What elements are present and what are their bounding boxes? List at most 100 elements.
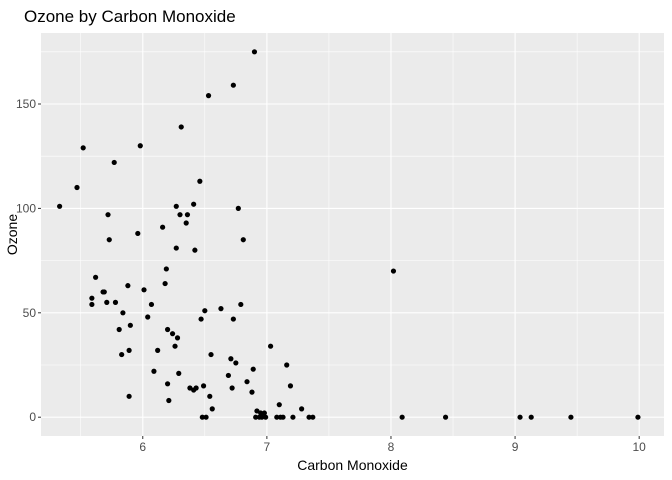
data-point (280, 414, 286, 420)
data-point (176, 370, 182, 376)
data-point (174, 335, 181, 341)
y-tick-label: 150 (16, 97, 36, 111)
data-point (125, 283, 131, 289)
data-point (57, 203, 63, 209)
data-point (306, 414, 312, 420)
data-point (197, 178, 203, 184)
data-point (164, 381, 171, 387)
data-point (116, 326, 122, 333)
data-point (126, 393, 132, 399)
data-point (259, 414, 265, 420)
data-point (137, 143, 143, 149)
minor-gridlines (41, 33, 664, 436)
data-point (164, 326, 171, 333)
data-point (202, 308, 208, 314)
data-point (299, 406, 305, 412)
x-tick-label: 7 (264, 440, 271, 454)
data-point (249, 389, 255, 395)
data-point (225, 372, 231, 379)
data-point (258, 410, 264, 416)
data-point (229, 385, 235, 391)
data-point (166, 397, 172, 404)
y-tick-label: 0 (29, 410, 36, 424)
data-point (106, 237, 112, 243)
data-point (399, 414, 405, 420)
data-point (183, 220, 189, 226)
data-point (390, 268, 397, 274)
data-point (172, 343, 178, 349)
x-tick-label: 9 (512, 440, 519, 454)
data-point (192, 247, 198, 253)
data-point (528, 414, 534, 420)
data-point (104, 299, 110, 305)
data-point (205, 93, 212, 99)
data-point (169, 331, 176, 337)
y-tick-label: 100 (16, 201, 36, 215)
data-point (310, 414, 316, 420)
data-point (203, 414, 209, 420)
data-point (135, 230, 141, 237)
data-point (173, 203, 179, 209)
data-point (208, 351, 214, 358)
data-point (163, 266, 169, 272)
data-point (119, 351, 125, 358)
data-point (287, 383, 294, 389)
data-point (442, 414, 449, 420)
data-point (207, 393, 213, 399)
chart-title: Ozone by Carbon Monoxide (24, 7, 236, 26)
data-point (178, 124, 184, 130)
y-tick-label: 50 (23, 306, 37, 320)
data-point (184, 212, 191, 218)
data-point (261, 410, 267, 416)
data-point (198, 316, 204, 322)
data-point (230, 316, 236, 322)
data-point (89, 301, 95, 308)
x-tick-label: 10 (632, 440, 646, 454)
data-point (148, 301, 155, 308)
data-point (141, 287, 147, 293)
data-point (126, 347, 132, 353)
data-point (240, 237, 246, 243)
data-points (57, 49, 641, 420)
data-point (74, 184, 80, 191)
data-point (80, 145, 86, 151)
data-point (145, 314, 151, 320)
data-point (244, 379, 250, 385)
data-point (127, 322, 133, 328)
data-point (173, 245, 179, 251)
data-point (200, 383, 207, 389)
data-point (568, 414, 574, 420)
data-point (155, 347, 161, 353)
data-point (251, 49, 258, 55)
data-point (253, 414, 259, 420)
data-point (274, 414, 280, 420)
data-point (177, 212, 183, 218)
data-point (290, 414, 296, 420)
x-tick-label: 8 (388, 440, 395, 454)
data-point (235, 205, 241, 211)
data-point (228, 356, 234, 362)
data-point (263, 414, 269, 420)
data-point (105, 212, 111, 218)
data-point (120, 310, 126, 316)
data-point (230, 82, 236, 88)
data-point (233, 360, 239, 366)
x-axis-title: Carbon Monoxide (297, 457, 408, 473)
plot-panel (41, 33, 664, 436)
data-point (162, 280, 168, 287)
data-point (89, 295, 95, 301)
data-point (267, 343, 274, 349)
data-point (635, 414, 641, 420)
y-axis-title: Ozone (4, 214, 20, 255)
data-point (112, 299, 119, 305)
data-point (238, 301, 244, 308)
data-point (209, 406, 215, 412)
data-point (151, 368, 157, 374)
x-tick-label: 6 (139, 440, 146, 454)
data-point (101, 289, 107, 295)
data-point (93, 274, 99, 280)
data-point (199, 414, 205, 420)
data-point (284, 362, 290, 368)
